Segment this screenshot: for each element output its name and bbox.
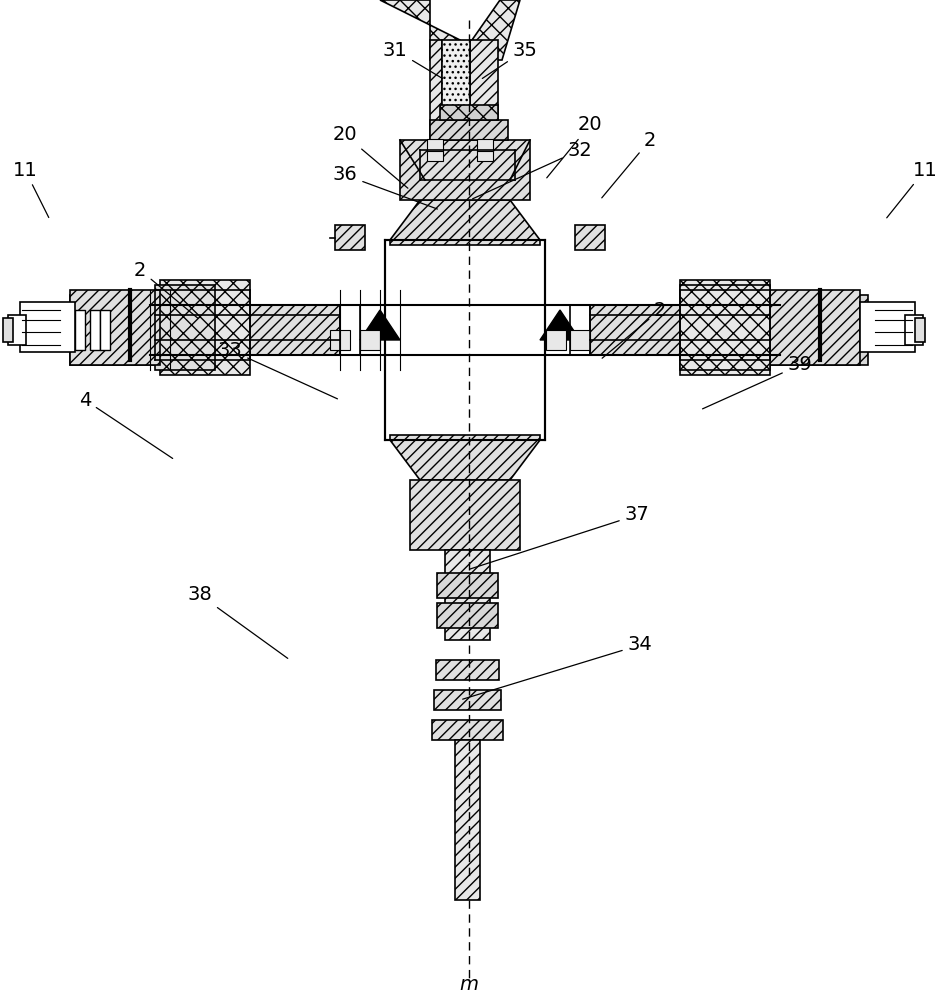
Bar: [860, 302, 915, 352]
Text: 2: 2: [602, 300, 666, 358]
Bar: [437, 603, 498, 628]
Bar: [575, 225, 605, 250]
Bar: [90, 310, 100, 350]
Bar: [905, 315, 923, 345]
Bar: [442, 40, 470, 170]
Bar: [427, 149, 443, 161]
Bar: [436, 660, 499, 680]
Text: 2: 2: [602, 130, 656, 198]
Bar: [385, 240, 545, 440]
Bar: [470, 40, 498, 170]
Bar: [477, 149, 493, 161]
Bar: [680, 280, 770, 375]
Text: 11: 11: [12, 160, 49, 218]
Bar: [680, 285, 770, 370]
Text: 36: 36: [332, 165, 438, 209]
Polygon shape: [390, 200, 540, 245]
Text: m: m: [459, 976, 479, 994]
Polygon shape: [380, 0, 460, 60]
Text: 4: 4: [79, 390, 173, 458]
Bar: [748, 295, 868, 365]
Bar: [430, 40, 442, 170]
Bar: [432, 720, 503, 740]
Bar: [160, 280, 250, 375]
Bar: [434, 690, 501, 710]
Bar: [915, 318, 925, 342]
Bar: [760, 290, 860, 365]
Bar: [150, 305, 340, 355]
Bar: [546, 330, 566, 350]
Polygon shape: [540, 310, 580, 340]
Bar: [8, 315, 26, 345]
Bar: [100, 310, 110, 350]
Text: 34: 34: [463, 636, 653, 699]
Text: 32: 32: [472, 140, 593, 199]
Bar: [330, 330, 350, 350]
Bar: [335, 225, 365, 250]
Text: 35: 35: [483, 40, 537, 78]
Polygon shape: [390, 435, 540, 480]
Bar: [70, 295, 190, 365]
Text: 37: 37: [470, 506, 650, 569]
Bar: [75, 310, 85, 350]
Text: 20: 20: [332, 125, 408, 188]
Text: 2: 2: [134, 260, 198, 318]
Bar: [400, 140, 530, 200]
Text: 20: 20: [546, 115, 602, 178]
Bar: [3, 318, 13, 342]
Text: 33: 33: [218, 340, 337, 399]
Text: 38: 38: [188, 585, 287, 658]
Bar: [455, 740, 480, 900]
Polygon shape: [472, 0, 520, 60]
Bar: [590, 305, 780, 355]
Bar: [410, 480, 520, 550]
Text: 39: 39: [702, 356, 812, 409]
Bar: [427, 139, 443, 151]
Bar: [570, 330, 590, 350]
Bar: [477, 139, 493, 151]
Bar: [445, 550, 490, 640]
Text: 31: 31: [382, 40, 442, 79]
Bar: [155, 285, 215, 370]
Bar: [420, 150, 515, 180]
Polygon shape: [360, 310, 400, 340]
Bar: [360, 330, 380, 350]
Text: 11: 11: [886, 160, 937, 218]
Bar: [440, 105, 498, 120]
Bar: [437, 573, 498, 598]
Bar: [20, 302, 75, 352]
Bar: [430, 120, 508, 140]
Bar: [70, 290, 160, 365]
